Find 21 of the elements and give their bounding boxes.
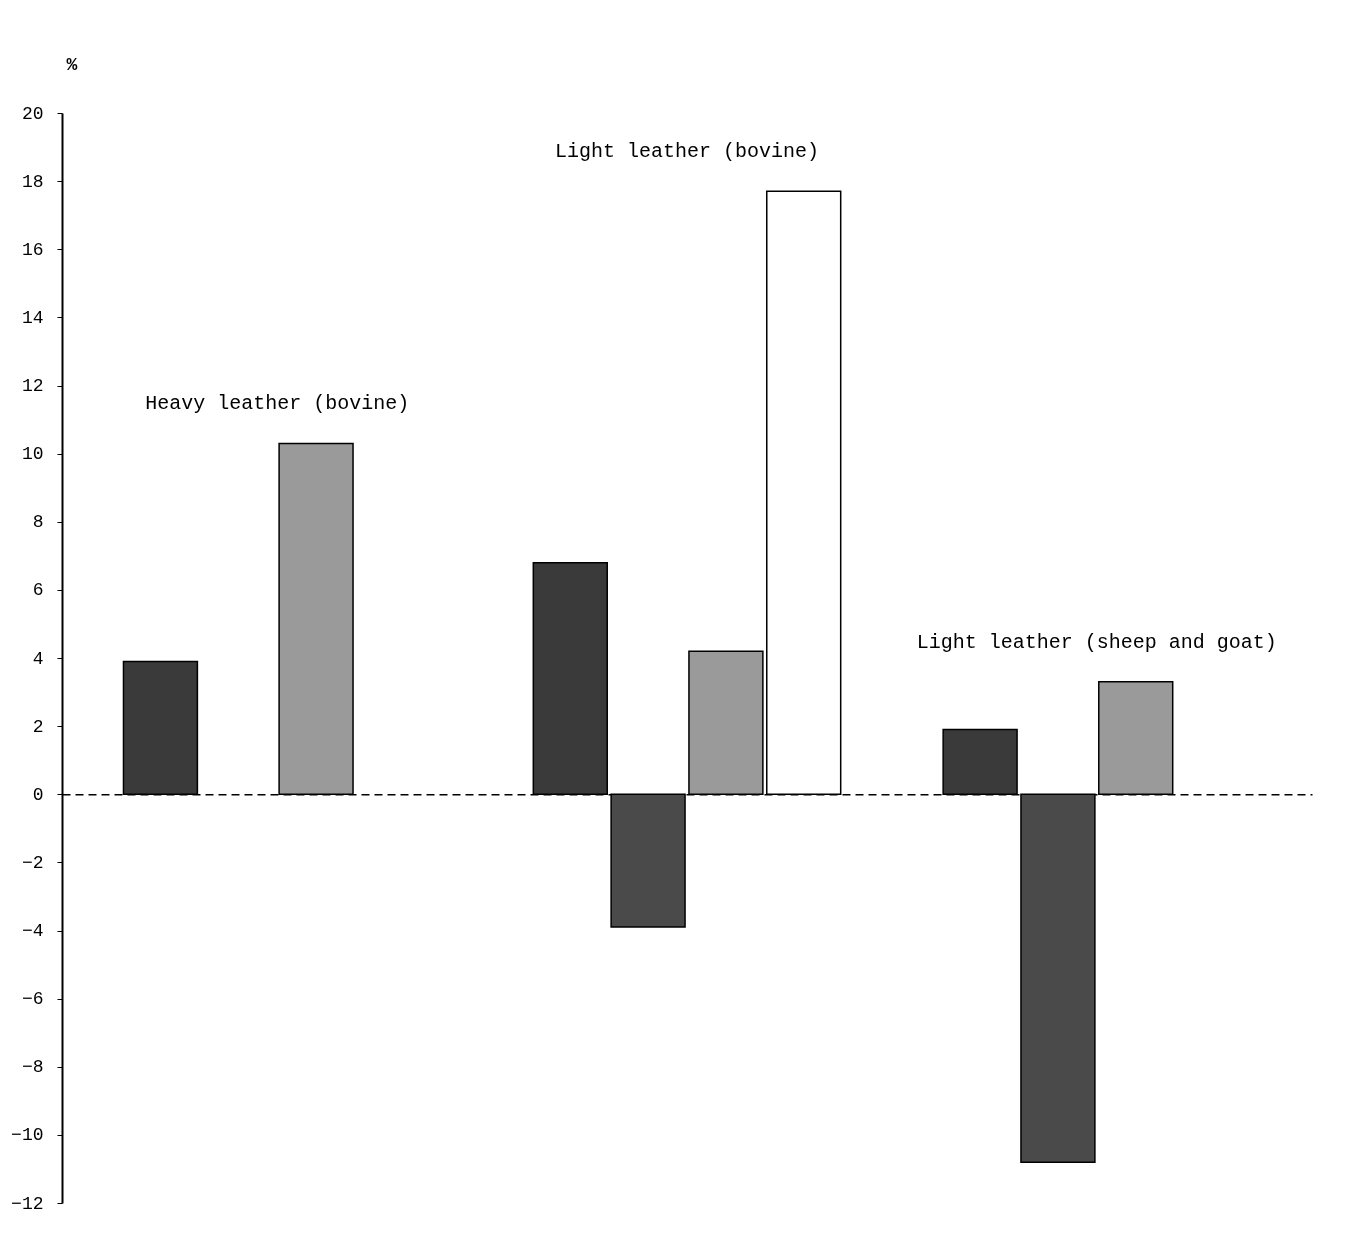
y-tick-label: −2 xyxy=(21,852,44,873)
y-axis-title: % xyxy=(66,54,78,75)
y-tick-label: 2 xyxy=(32,716,44,737)
y-tick-label: −6 xyxy=(21,989,44,1010)
y-tick-label: 14 xyxy=(21,307,44,328)
y-tick-label: 8 xyxy=(32,512,44,533)
y-tick-label: −8 xyxy=(21,1057,44,1078)
y-tick-label: 20 xyxy=(21,103,44,124)
annotation: Light leather (bovine) xyxy=(554,140,820,164)
annotation: Heavy leather (bovine) xyxy=(145,392,410,416)
y-tick-label: 12 xyxy=(21,376,44,396)
y-tick-label: −12 xyxy=(11,1193,44,1214)
y-tick-label: −10 xyxy=(11,1125,44,1146)
y-tick-label: 18 xyxy=(21,171,44,192)
y-tick-label: 4 xyxy=(32,648,44,669)
y-tick-label: 10 xyxy=(21,444,44,465)
annotation: Light leather (sheep and goat) xyxy=(916,630,1277,654)
y-tick-label: −4 xyxy=(21,921,44,941)
y-tick-label: 6 xyxy=(32,580,44,601)
y-tick-label: 16 xyxy=(21,239,44,260)
y-tick-label: 0 xyxy=(32,784,44,805)
